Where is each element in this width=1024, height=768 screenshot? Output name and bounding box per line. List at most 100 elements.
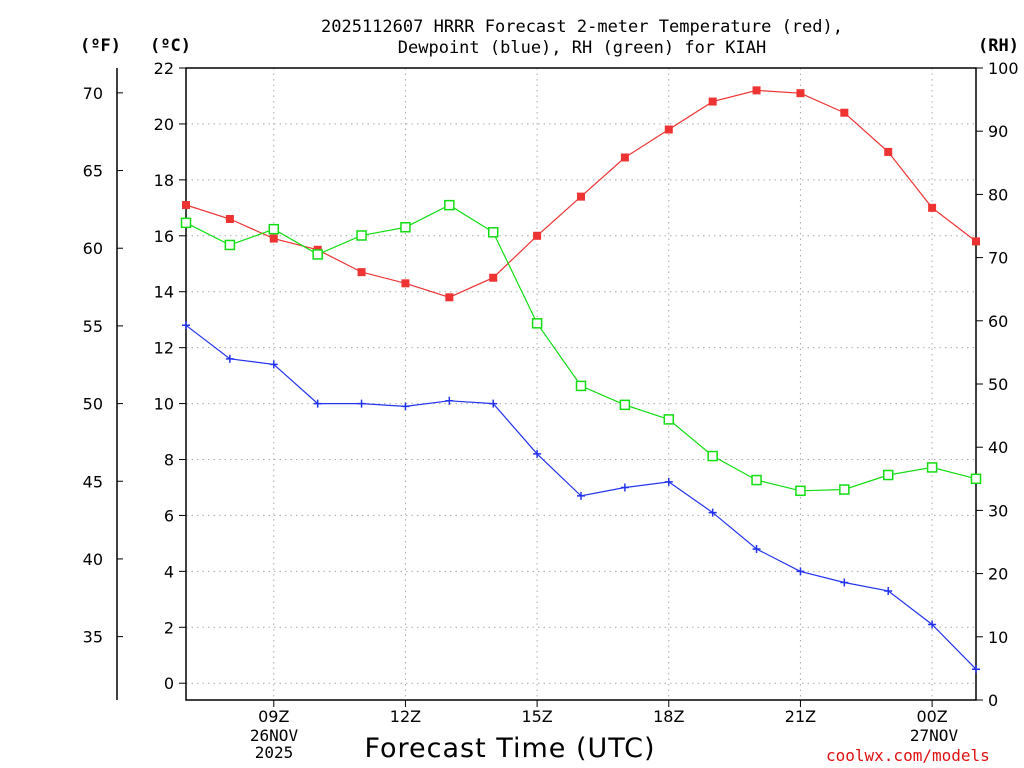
dewpoint-point bbox=[225, 354, 234, 363]
relative-humidity-point bbox=[180, 217, 192, 229]
dewpoint-point bbox=[708, 508, 717, 517]
relative-humidity-point bbox=[619, 399, 631, 411]
chart-title-line-1: 2025112607 HRRR Forecast 2-meter Tempera… bbox=[321, 17, 843, 37]
relative-humidity-point bbox=[312, 249, 323, 260]
relative-humidity-point bbox=[268, 223, 280, 235]
2-meter-temperature-point bbox=[489, 273, 498, 282]
dewpoint-point bbox=[884, 586, 893, 595]
relative-humidity-point bbox=[575, 380, 587, 392]
2-meter-temperature-point bbox=[664, 125, 673, 134]
2-meter-temperature-point bbox=[533, 231, 542, 240]
rh-tick-label: 50 bbox=[988, 375, 1008, 394]
chart-title-line-2: Dewpoint (blue), RH (green) for KIAH bbox=[397, 38, 767, 58]
rh-tick-label: 0 bbox=[988, 691, 998, 710]
2-meter-temperature-point bbox=[445, 293, 454, 302]
dewpoint-point bbox=[313, 399, 322, 408]
2-meter-temperature-point bbox=[620, 153, 629, 162]
celsius-tick-label: 6 bbox=[164, 506, 174, 525]
x-axis-title: Forecast Time (UTC) bbox=[364, 733, 656, 764]
dewpoint-point bbox=[577, 491, 585, 500]
celsius-tick-label: 16 bbox=[154, 227, 174, 246]
rh-tick-label: 20 bbox=[988, 565, 1008, 584]
relative-humidity-point bbox=[795, 485, 806, 497]
celsius-tick-label: 2 bbox=[164, 618, 174, 637]
relative-humidity-point bbox=[487, 227, 499, 238]
celsius-axis-unit: (ºC) bbox=[150, 36, 191, 56]
dewpoint-point bbox=[752, 544, 761, 553]
rh-tick-label: 40 bbox=[988, 438, 1008, 457]
dewpoint-point bbox=[182, 321, 190, 330]
date-label-26nov: 26NOV 2025 bbox=[234, 727, 314, 761]
relative-humidity-point bbox=[444, 199, 455, 211]
relative-humidity-point bbox=[882, 469, 894, 481]
2-meter-temperature-point bbox=[928, 203, 937, 212]
dewpoint-point bbox=[269, 360, 278, 369]
2-meter-temperature-point bbox=[357, 268, 366, 277]
fahrenheit-tick-label: 60 bbox=[83, 239, 103, 258]
2-meter-temperature-point bbox=[752, 86, 761, 95]
fahrenheit-axis-unit: (ºF) bbox=[80, 36, 121, 56]
relative-humidity-point bbox=[400, 222, 411, 233]
celsius-tick-label: 4 bbox=[164, 562, 174, 581]
fahrenheit-tick-label: 55 bbox=[83, 317, 103, 336]
celsius-tick-label: 20 bbox=[154, 115, 174, 134]
rh-axis-unit: (RH) bbox=[978, 36, 1019, 56]
celsius-tick-label: 0 bbox=[164, 674, 174, 693]
relative-humidity-point bbox=[663, 414, 675, 425]
date-label-27nov: 27NOV bbox=[894, 727, 974, 744]
date-label-day: 26NOV bbox=[249, 726, 299, 745]
dewpoint-point bbox=[489, 399, 498, 408]
dewpoint-point bbox=[357, 399, 366, 408]
2-meter-temperature-point bbox=[840, 108, 849, 117]
x-tick-label: 15Z bbox=[521, 707, 552, 726]
2-meter-temperature-point bbox=[269, 234, 278, 243]
celsius-tick-label: 10 bbox=[154, 395, 174, 414]
dewpoint-point bbox=[928, 620, 937, 629]
dewpoint-point bbox=[533, 449, 542, 458]
fahrenheit-tick-label: 40 bbox=[83, 550, 103, 569]
x-tick-label: 18Z bbox=[653, 707, 684, 726]
watermark-link[interactable]: coolwx.com/models bbox=[826, 746, 990, 765]
dewpoint-point bbox=[401, 402, 410, 411]
rh-tick-label: 60 bbox=[988, 312, 1008, 331]
dewpoint-point bbox=[445, 396, 454, 405]
2-meter-temperature-point bbox=[182, 201, 190, 210]
celsius-tick-label: 12 bbox=[154, 339, 174, 358]
relative-humidity-point bbox=[970, 473, 982, 485]
2-meter-temperature-point bbox=[708, 97, 717, 106]
x-tick-label: 12Z bbox=[390, 707, 421, 726]
2-meter-temperature-point bbox=[796, 89, 805, 98]
x-tick-label: 21Z bbox=[785, 707, 816, 726]
dewpoint-point bbox=[664, 477, 673, 486]
fahrenheit-tick-label: 65 bbox=[83, 162, 103, 181]
fahrenheit-tick-label: 70 bbox=[83, 84, 103, 103]
x-tick-label: 09Z bbox=[258, 707, 289, 726]
rh-tick-label: 100 bbox=[988, 59, 1019, 78]
2-meter-temperature-point bbox=[401, 279, 410, 288]
relative-humidity-point bbox=[926, 462, 938, 473]
x-tick-label: 00Z bbox=[916, 707, 947, 726]
rh-tick-label: 70 bbox=[988, 249, 1008, 268]
2-meter-temperature-point bbox=[577, 192, 585, 201]
dewpoint-point bbox=[840, 578, 849, 587]
fahrenheit-tick-label: 35 bbox=[83, 628, 103, 647]
celsius-tick-label: 14 bbox=[154, 283, 174, 302]
relative-humidity-point bbox=[356, 230, 367, 241]
2-meter-temperature-point bbox=[225, 215, 234, 224]
relative-humidity-point bbox=[224, 239, 236, 251]
celsius-tick-label: 22 bbox=[154, 59, 174, 78]
relative-humidity-point bbox=[751, 474, 762, 486]
date-label-year: 2025 bbox=[254, 743, 294, 762]
celsius-tick-label: 18 bbox=[154, 171, 174, 190]
2-meter-temperature-point bbox=[972, 237, 980, 246]
celsius-tick-label: 8 bbox=[164, 451, 174, 470]
2-meter-temperature-point bbox=[884, 147, 893, 156]
relative-humidity-point bbox=[531, 318, 543, 329]
dewpoint-point bbox=[972, 665, 980, 674]
date-label-day: 27NOV bbox=[909, 726, 959, 745]
relative-humidity-point bbox=[839, 484, 850, 495]
rh-tick-label: 90 bbox=[988, 122, 1008, 141]
dewpoint-point bbox=[620, 483, 629, 492]
relative-humidity-point bbox=[707, 450, 718, 462]
